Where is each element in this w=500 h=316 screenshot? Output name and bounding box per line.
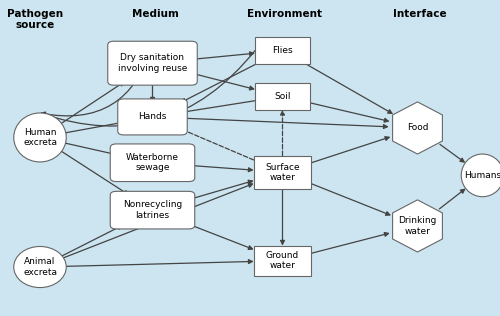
Text: Soil: Soil: [274, 92, 291, 101]
Bar: [254, 155, 311, 189]
FancyBboxPatch shape: [118, 99, 187, 135]
Text: Pathogen
source: Pathogen source: [7, 9, 63, 30]
Text: Food: Food: [407, 124, 428, 132]
Bar: [255, 37, 310, 64]
Text: Surface
water: Surface water: [265, 162, 300, 182]
Text: Environment: Environment: [248, 9, 322, 20]
Text: Drinking
water: Drinking water: [398, 216, 436, 236]
Text: Animal
excreta: Animal excreta: [23, 257, 57, 277]
Text: Interface: Interface: [393, 9, 447, 20]
Bar: [255, 83, 310, 110]
Text: Waterborne
sewage: Waterborne sewage: [126, 153, 179, 173]
Text: Flies: Flies: [272, 46, 293, 55]
Polygon shape: [392, 200, 442, 252]
Ellipse shape: [461, 154, 500, 197]
Ellipse shape: [14, 113, 66, 162]
Bar: [254, 246, 311, 276]
Ellipse shape: [14, 246, 66, 288]
Text: Human
excreta: Human excreta: [23, 128, 57, 147]
Text: Ground
water: Ground water: [266, 251, 299, 270]
Text: Hands: Hands: [138, 112, 166, 121]
Text: Nonrecycling
latrines: Nonrecycling latrines: [123, 200, 182, 220]
Text: Dry sanitation
involving reuse: Dry sanitation involving reuse: [118, 53, 187, 73]
Text: Humans: Humans: [464, 171, 500, 180]
FancyBboxPatch shape: [110, 191, 194, 229]
FancyBboxPatch shape: [108, 41, 197, 85]
Text: Medium: Medium: [132, 9, 178, 20]
FancyBboxPatch shape: [110, 144, 194, 181]
Polygon shape: [392, 102, 442, 154]
